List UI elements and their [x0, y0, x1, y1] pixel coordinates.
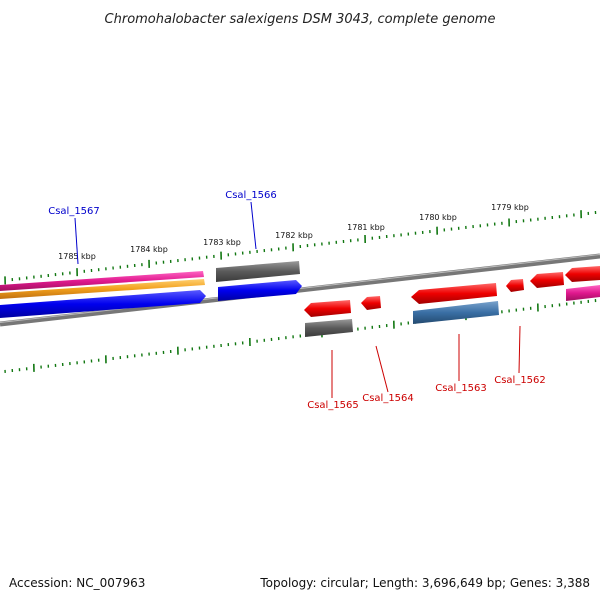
- gene-label-csal-1562[interactable]: Csal_1562: [494, 375, 546, 386]
- gene-feature-gray[interactable]: [216, 261, 300, 282]
- tick-label: 1783 kbp: [203, 238, 241, 247]
- gene-feature-red-6[interactable]: [565, 266, 600, 282]
- gene-label-csal-1566[interactable]: Csal_1566: [225, 190, 277, 201]
- gene-feature-csal-1563-red[interactable]: [411, 283, 497, 304]
- gene-label-csal-1565[interactable]: Csal_1565: [307, 400, 359, 411]
- gene-feature-orange[interactable]: [0, 279, 205, 299]
- tick-label: 1780 kbp: [419, 213, 457, 222]
- leader-line-csal-1564: [375, 345, 389, 393]
- page-title: Chromohalobacter salexigens DSM 3043, co…: [105, 12, 496, 27]
- leader-line-csal-1567: [74, 217, 79, 265]
- accession-text: Accession: NC_007963: [9, 576, 145, 590]
- gene-feature-csal-1562[interactable]: [506, 279, 524, 292]
- upper-tick-ruler: [4, 210, 597, 285]
- gene-feature-csal-1565-gray[interactable]: [305, 319, 353, 337]
- gene-feature-magenta-right[interactable]: [566, 285, 600, 301]
- tick-label: 1782 kbp: [275, 231, 313, 240]
- gene-label-csal-1564[interactable]: Csal_1564: [362, 393, 414, 404]
- leader-line-csal-1566: [250, 201, 257, 250]
- tick-label: 1785 kbp: [58, 252, 96, 261]
- tick-label: 1781 kbp: [347, 223, 385, 232]
- gene-feature-csal-1564[interactable]: [361, 296, 381, 310]
- gene-feature-blue[interactable]: [0, 290, 206, 318]
- tick-label: 1784 kbp: [130, 245, 168, 254]
- gene-feature-csal-1566[interactable]: [218, 280, 302, 301]
- gene-label-csal-1567[interactable]: Csal_1567: [48, 206, 100, 217]
- gene-feature-red-5[interactable]: [530, 272, 564, 288]
- topology-text: Topology: circular; Length: 3,696,649 bp…: [259, 576, 590, 590]
- gene-feature-csal-1563-steel[interactable]: [413, 301, 499, 324]
- gene-feature-magenta[interactable]: [0, 271, 204, 291]
- tick-label: 1779 kbp: [491, 203, 529, 212]
- genome-backbone: [0, 253, 600, 327]
- gene-label-csal-1563[interactable]: Csal_1563: [435, 383, 487, 394]
- gene-feature-csal-1565-red[interactable]: [304, 300, 351, 317]
- leader-line-csal-1562: [518, 325, 521, 374]
